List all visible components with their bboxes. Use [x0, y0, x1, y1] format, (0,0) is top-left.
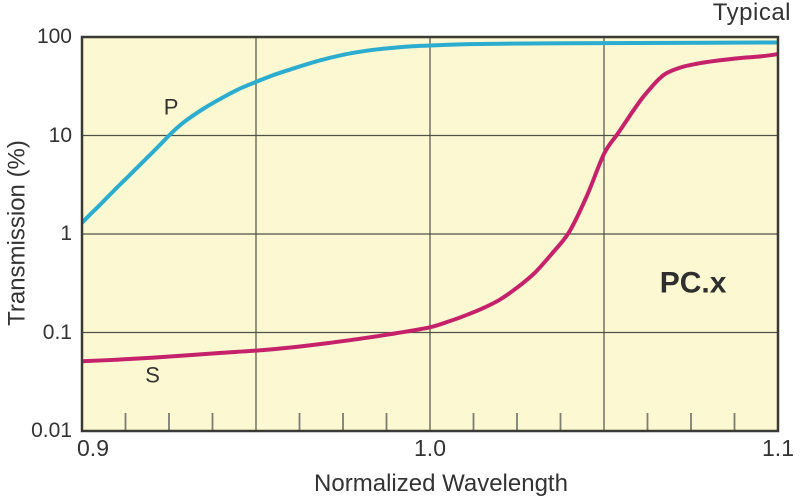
curve-p [82, 40, 778, 225]
x-tick-label-0.9: 0.9 [77, 435, 109, 461]
plot-border [80, 35, 780, 433]
curve-s [82, 52, 778, 364]
typical-note: Typical [712, 0, 791, 26]
series-label-s: S [145, 362, 160, 388]
x-tick-label-1.1: 1.1 [762, 435, 794, 461]
y-axis-title: Transmission (%) [3, 140, 31, 326]
y-tick-label-0.1: 0.1 [42, 320, 72, 344]
x-axis-title: Normalized Wavelength [314, 470, 568, 497]
y-tick-label-100: 100 [36, 24, 72, 48]
product-code-annotation: PC.x [659, 266, 727, 300]
y-tick-label-0.01: 0.01 [31, 418, 72, 442]
y-tick-label-1: 1 [60, 221, 72, 245]
x-tick-label-1.0: 1.0 [414, 435, 446, 461]
series-label-p: P [163, 94, 179, 120]
y-tick-label-10: 10 [48, 123, 72, 147]
